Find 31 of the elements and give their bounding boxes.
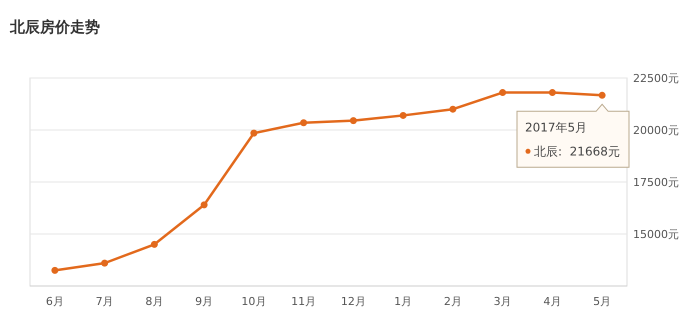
point: [200, 201, 208, 208]
y-tick-label: 15000元: [633, 228, 679, 241]
x-tick-label: 3月: [494, 295, 512, 308]
annotation: 北辰: 21668元: [534, 144, 620, 158]
point: [598, 92, 606, 99]
x-tick-label: 5月: [593, 295, 612, 308]
x-tick-label: 11月: [291, 295, 316, 308]
x-tick-label: 1月: [394, 295, 412, 308]
y-tick-label: 17500元: [633, 176, 679, 189]
x-tick-label: 12月: [340, 295, 366, 308]
annotation: 2017年5月: [525, 120, 588, 134]
point: [449, 106, 456, 113]
point: [499, 89, 506, 96]
x-tick-label: 8月: [145, 295, 164, 308]
x-tick-label: 6月: [46, 295, 64, 308]
x-tick-label: 9月: [195, 295, 214, 308]
point: [300, 119, 308, 126]
x-tick-label: 2月: [444, 295, 462, 308]
y-tick-label: 20000元: [633, 124, 679, 137]
x-tick-label: 4月: [543, 295, 562, 308]
point: [101, 260, 108, 267]
point: [150, 240, 158, 248]
chart-title: 北辰房价走势: [9, 18, 100, 36]
point: [51, 266, 58, 274]
point: [400, 112, 407, 119]
y-tick-label: 22500元: [633, 72, 679, 85]
point: [548, 89, 556, 96]
x-tick-label: 10月: [241, 295, 266, 308]
x-tick-label: 7月: [96, 295, 114, 308]
point: [350, 117, 357, 124]
point: [250, 130, 258, 137]
